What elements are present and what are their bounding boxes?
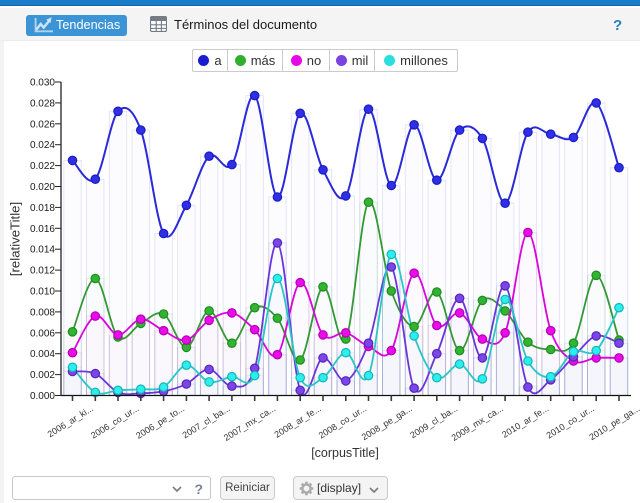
svg-text:0.008: 0.008	[30, 307, 55, 318]
svg-text:2010_ar_fe...: 2010_ar_fe...	[500, 403, 550, 440]
svg-text:0.004: 0.004	[30, 349, 55, 360]
svg-text:2008_pe_ga...: 2008_pe_ga...	[360, 403, 414, 442]
svg-text:0.024: 0.024	[30, 140, 55, 151]
svg-text:2007_mx_ca...: 2007_mx_ca...	[222, 403, 277, 443]
svg-text:0.026: 0.026	[30, 119, 55, 130]
svg-text:[relativeTitle]: [relativeTitle]	[8, 202, 23, 276]
svg-text:0.010: 0.010	[30, 287, 55, 298]
svg-text:0.022: 0.022	[30, 161, 55, 172]
svg-text:0.028: 0.028	[30, 98, 55, 109]
svg-text:2006_ar_ki...: 2006_ar_ki...	[46, 403, 95, 439]
svg-text:0.000: 0.000	[30, 391, 55, 402]
svg-text:0.030: 0.030	[30, 78, 55, 89]
svg-text:0.014: 0.014	[30, 245, 55, 256]
svg-text:0.006: 0.006	[30, 328, 55, 339]
svg-text:0.020: 0.020	[30, 182, 55, 193]
svg-text:0.016: 0.016	[30, 224, 55, 235]
svg-text:0.002: 0.002	[30, 370, 55, 381]
svg-text:2006_pe_to...: 2006_pe_to...	[134, 403, 186, 441]
svg-text:2010_pe_ga...: 2010_pe_ga...	[587, 403, 640, 442]
svg-text:2008_ar_fe...: 2008_ar_fe...	[272, 403, 322, 440]
svg-text:[corpusTitle]: [corpusTitle]	[311, 446, 379, 460]
svg-text:0.012: 0.012	[30, 266, 55, 277]
svg-text:2009_mx_ca...: 2009_mx_ca...	[450, 403, 505, 443]
svg-text:2006_co_ur...: 2006_co_ur...	[89, 403, 141, 440]
svg-text:0.018: 0.018	[30, 203, 55, 214]
